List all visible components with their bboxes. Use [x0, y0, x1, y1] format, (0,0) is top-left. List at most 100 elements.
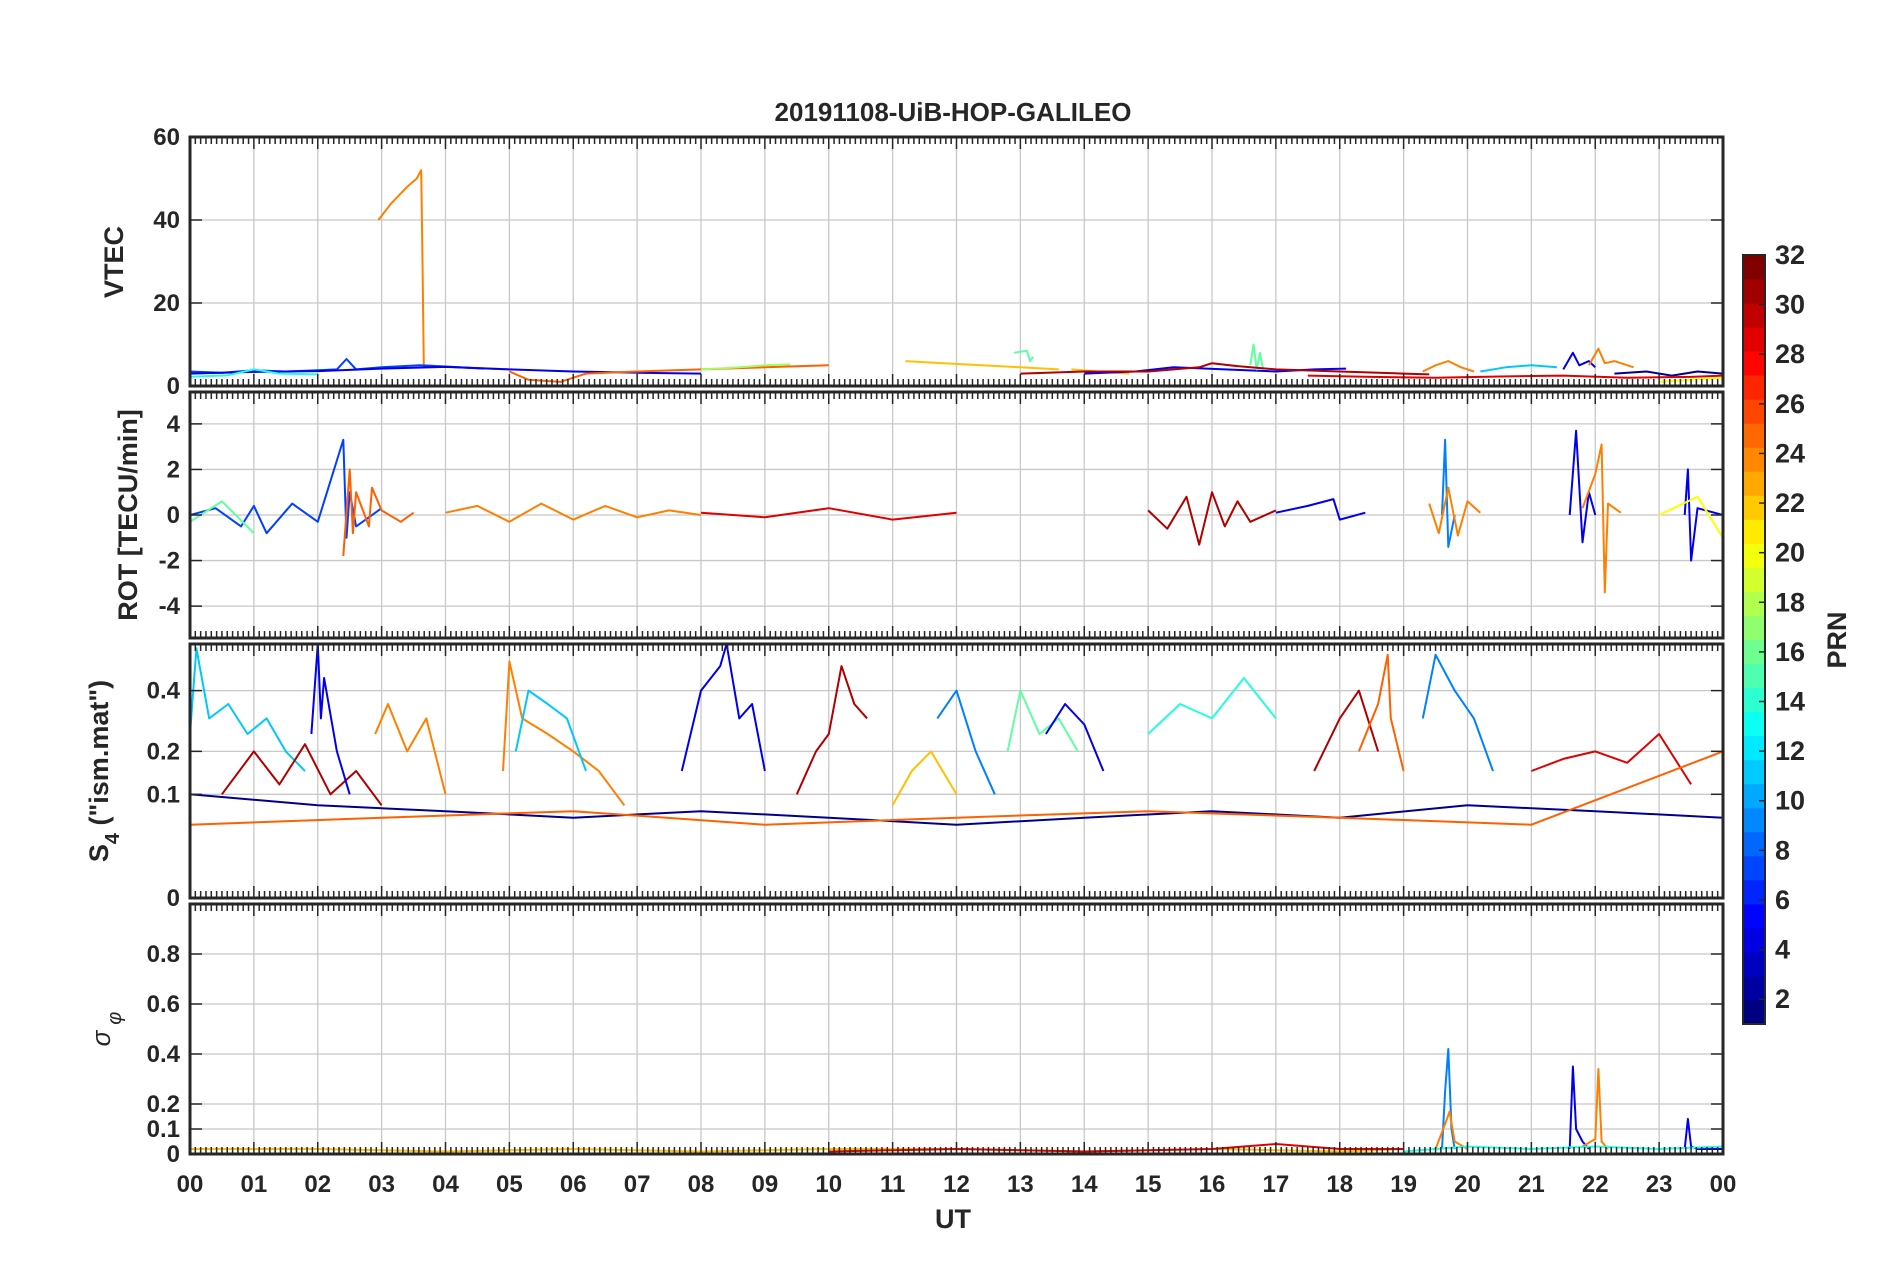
series-line-prn-23 [445, 502, 702, 523]
series-line-prn-9 [1421, 653, 1494, 772]
panel-3: 0 0.1 0.2 0.4 S4 ("ism.mat") [84, 642, 1725, 912]
series-line-prn-11 [190, 647, 306, 772]
x-tick-label: 12 [943, 1171, 970, 1198]
series-line-prn-4 [1568, 429, 1597, 544]
series-line-prn-30 [795, 665, 868, 795]
y-tick-label: -4 [159, 593, 181, 620]
figure-title: 20191108-UiB-HOP-GALILEO [775, 97, 1132, 127]
colorbar-segment [1743, 951, 1765, 977]
y-axis-label: ROT [TECU/min] [113, 409, 143, 620]
series-line-prn-24 [509, 364, 829, 383]
y-tick-label: 0.1 [147, 781, 180, 808]
colorbar-tick-label: 12 [1775, 736, 1805, 766]
x-tick-label: 08 [688, 1171, 715, 1198]
x-tick-label: 14 [1071, 1171, 1098, 1198]
y-tick-label: 2 [167, 456, 180, 483]
series-line-prn-23 [1422, 360, 1475, 373]
colorbar-segment [1743, 495, 1765, 520]
panel-1: 0 20 40 60 VTEC [99, 124, 1725, 400]
colorbar-segment [1743, 279, 1765, 304]
series-line-prn-11 [1480, 364, 1557, 373]
colorbar-segment [1743, 327, 1765, 352]
y-tick-label: 60 [153, 124, 180, 151]
colorbar-segment [1743, 735, 1765, 761]
colorbar-segment [1743, 927, 1765, 953]
x-tick-label: 00 [1710, 1171, 1737, 1198]
y-tick-label: 0.4 [147, 1041, 181, 1068]
colorbar-tick-label: 4 [1775, 935, 1790, 965]
x-tick-label: 04 [432, 1171, 459, 1198]
series-line-prn-28 [700, 507, 957, 521]
x-tick-label: 15 [1135, 1171, 1162, 1198]
series-line-prn-24 [1357, 653, 1405, 772]
colorbar-segment [1743, 399, 1765, 424]
colorbar-tick-label: 10 [1775, 786, 1805, 816]
series-line-prn-1 [190, 793, 1723, 826]
colorbar-segment [1743, 639, 1765, 665]
x-tick-label: 00 [177, 1171, 204, 1198]
y-axis-label-part: S [84, 844, 114, 862]
x-tick-label: 13 [1007, 1171, 1034, 1198]
series-line-prn-15 [1249, 343, 1265, 371]
x-tick-label: 20 [1454, 1171, 1481, 1198]
colorbar-tick-label: 32 [1775, 240, 1805, 270]
series-line-prn-24 [342, 468, 415, 557]
series-line-prn-23 [1428, 486, 1481, 537]
x-tick-label: 11 [880, 1171, 905, 1198]
colorbar-tick-label: 22 [1775, 488, 1805, 518]
colorbar-segment [1743, 519, 1765, 544]
series-line-prn-28 [1531, 733, 1692, 785]
colorbar-segment [1743, 663, 1765, 689]
x-tick-label: 01 [241, 1171, 268, 1198]
colorbar-tick-label: 2 [1775, 984, 1790, 1014]
x-tick-label: 23 [1646, 1171, 1673, 1198]
x-tick-label: 18 [1326, 1171, 1353, 1198]
series-line-prn-4 [1045, 703, 1105, 772]
series-line-prn-23 [1588, 347, 1634, 369]
x-tick-label: 21 [1518, 1171, 1545, 1198]
series-line-prn-4 [310, 644, 351, 795]
series-group [190, 429, 1723, 594]
y-tick-label: -2 [159, 548, 180, 575]
series-line-prn-4 [1683, 1118, 1723, 1150]
series-line-prn-23 [1581, 443, 1622, 594]
colorbar-box [1742, 254, 1766, 1025]
colorbar-segment [1743, 255, 1765, 280]
x-tick-label: 03 [368, 1171, 395, 1198]
colorbar-label: PRN [1822, 611, 1852, 668]
series-line-prn-21 [891, 750, 958, 806]
series-line-prn-21 [905, 360, 1059, 371]
y-tick-label: 0.8 [147, 941, 180, 968]
y-tick-label: 0 [167, 373, 180, 400]
series-line-prn-11 [514, 689, 587, 772]
y-tick-label: 0.6 [147, 991, 180, 1018]
series-line-prn-1 [1614, 370, 1723, 377]
colorbar-segment [1743, 471, 1765, 496]
series-line-prn-28 [1307, 374, 1723, 379]
y-tick-label: 0 [167, 502, 180, 529]
x-tick-label: 02 [304, 1171, 331, 1198]
series-line-prn-15 [190, 500, 255, 534]
panel-2: -4 -2 0 2 4 ROT [TECU/min] [113, 390, 1725, 640]
colorbar-segment [1743, 807, 1765, 833]
colorbar-tick-label: 6 [1775, 885, 1790, 915]
y-tick-label: 0.1 [147, 1116, 180, 1143]
y-tick-label: 4 [167, 411, 181, 438]
colorbar-segment [1743, 831, 1765, 857]
series-line-prn-13 [190, 368, 318, 378]
y-axis-label-subscript: 4 [102, 832, 124, 844]
y-tick-label: 0.2 [147, 738, 180, 765]
colorbar-segment [1743, 303, 1765, 328]
colorbar-tick-label: 26 [1775, 389, 1805, 419]
series-group [190, 644, 1723, 826]
colorbar-segment [1743, 687, 1765, 713]
colorbar-segment [1743, 711, 1765, 737]
series-line-prn-9 [936, 689, 996, 795]
series-line-prn-13 [1147, 677, 1277, 735]
series-line-prn-23 [377, 169, 510, 371]
colorbar-segment [1743, 615, 1765, 640]
colorbar-segment [1743, 999, 1765, 1025]
colorbar-tick-label: 14 [1775, 687, 1805, 717]
